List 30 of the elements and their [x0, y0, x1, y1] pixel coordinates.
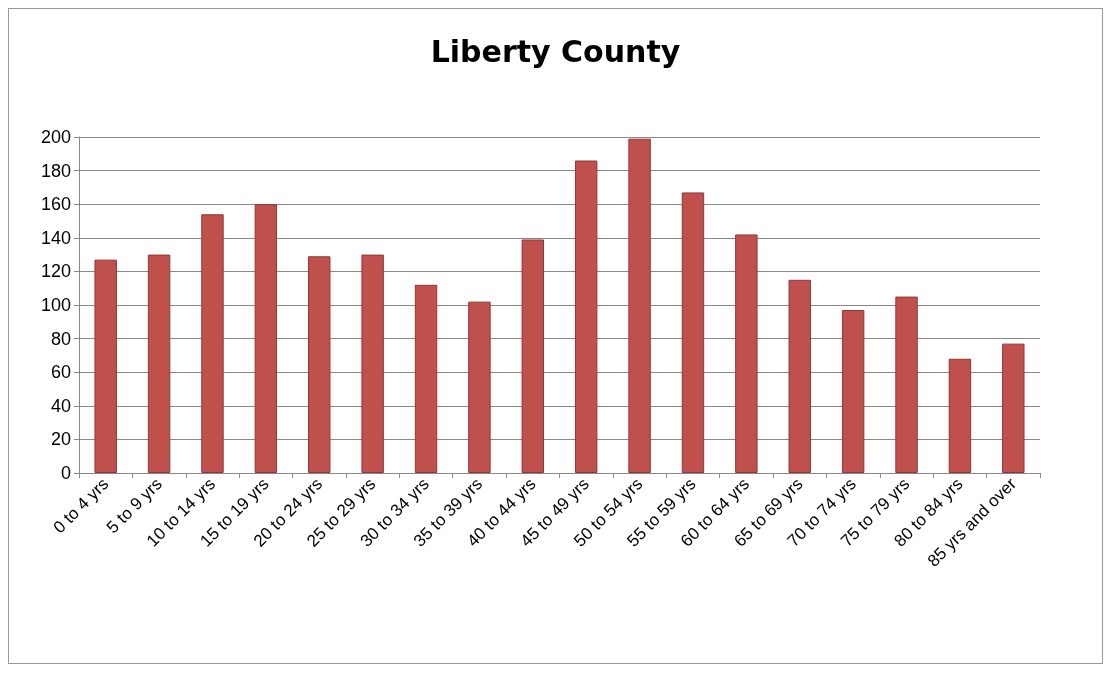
bar [628, 138, 651, 473]
bar [468, 301, 491, 473]
y-tick-label: 80 [50, 328, 71, 349]
bar [735, 234, 758, 473]
bar [895, 296, 918, 473]
bar [308, 256, 331, 473]
y-tick-label: 140 [40, 227, 71, 248]
y-tick-label: 100 [40, 295, 71, 315]
y-tick-label: 180 [40, 160, 71, 181]
bar [254, 204, 278, 473]
bar [361, 254, 384, 473]
chart-title: Liberty County [430, 33, 681, 69]
bar [574, 160, 598, 473]
y-tick-label: 20 [50, 429, 71, 450]
bar [948, 358, 972, 473]
y-tick-label: 0 [60, 463, 71, 483]
bar [788, 279, 811, 473]
y-tick-label: 120 [40, 261, 71, 282]
bar [201, 214, 224, 473]
bar [147, 254, 171, 473]
y-tick-label: 40 [50, 395, 71, 416]
bar [841, 310, 865, 473]
bar [414, 284, 438, 473]
bar [1002, 343, 1025, 473]
bar [94, 259, 117, 473]
y-tick-label: 200 [40, 127, 71, 147]
bar [521, 239, 545, 473]
y-tick-label: 60 [50, 362, 71, 383]
bar [681, 192, 705, 473]
y-tick-label: 160 [40, 194, 71, 215]
